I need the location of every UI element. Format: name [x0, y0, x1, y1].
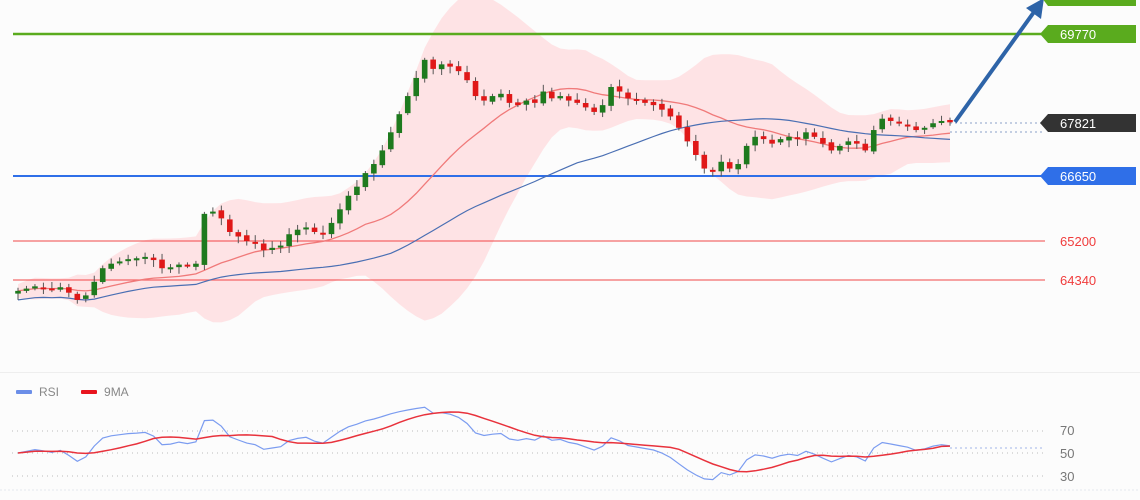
rsi-tick-70: 70 — [1060, 423, 1074, 438]
legend-rsi: RSI — [16, 385, 59, 399]
panel-divider — [0, 372, 1140, 373]
rsi-chart: 70 50 30 — [0, 406, 1140, 491]
moving-averages — [17, 87, 951, 301]
rsi-tick-30: 30 — [1060, 469, 1074, 484]
level-lines — [13, 32, 1045, 281]
rsi-legend: RSI 9MA — [16, 385, 129, 399]
price-tag-label: 69770 — [1060, 27, 1096, 42]
price-tag-label: 66650 — [1060, 169, 1096, 184]
price-tags: 69770 67821 66650 65200 64340 — [1040, 0, 1136, 288]
legend-rsi-label: RSI — [39, 385, 60, 399]
legend-9ma: 9MA — [81, 385, 129, 399]
candlesticks — [15, 56, 953, 304]
forecast-arrow-icon — [953, 0, 1044, 124]
ma-swatch-icon — [81, 390, 98, 394]
price-level-label: 65200 — [1060, 234, 1096, 249]
legend-ma-label: 9MA — [104, 385, 129, 399]
bollinger-bands — [18, 0, 950, 323]
price-tag-label: 67821 — [1060, 116, 1096, 131]
rsi-swatch-icon — [16, 390, 32, 394]
price-level-label: 64340 — [1060, 273, 1096, 288]
rsi-tick-50: 50 — [1060, 446, 1074, 461]
price-chart: 69770 67821 66650 65200 64340 — [13, 0, 1136, 323]
